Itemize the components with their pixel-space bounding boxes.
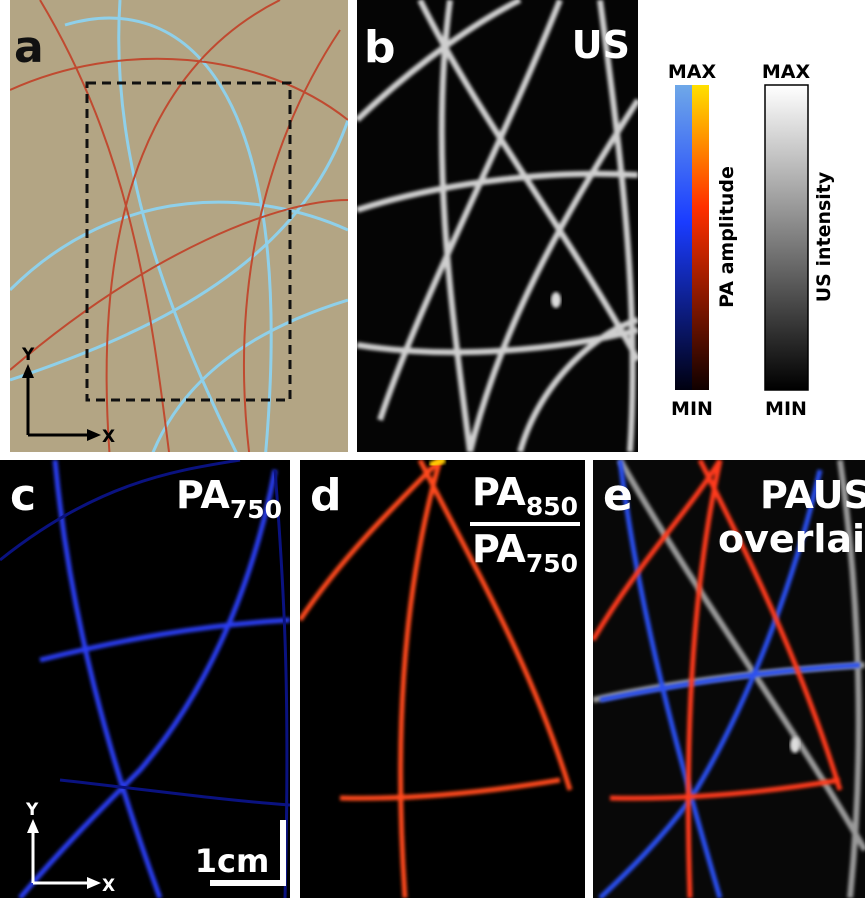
title-sub: 750	[230, 495, 282, 524]
colorbar-label: PA amplitude	[716, 166, 738, 308]
fraction-bar	[470, 522, 580, 526]
panel-label: c	[10, 470, 36, 521]
panel-title: US	[572, 23, 630, 67]
panel-label: d	[310, 470, 342, 521]
scale-bar	[210, 880, 286, 886]
axis-label: X	[102, 876, 115, 896]
scale-bar	[280, 820, 286, 886]
colorbar	[692, 85, 709, 390]
panel-b-image	[357, 0, 638, 452]
panel-label: a	[14, 22, 44, 73]
axis-label: X	[102, 427, 115, 447]
title-sub: 750	[526, 549, 578, 578]
title-main: PA	[176, 473, 230, 517]
colorbar-label: US intensity	[813, 171, 835, 302]
panel-title: PAUS	[760, 473, 865, 517]
colorbar-min: MIN	[765, 398, 807, 420]
title-sub: 850	[526, 492, 578, 521]
panel-a-image	[10, 0, 348, 460]
title-main: PA	[472, 527, 526, 571]
colorbar	[675, 85, 692, 390]
title-main: PA	[472, 470, 526, 514]
axis-label: Y	[21, 345, 35, 365]
page: {"panels": [ {"label": "a", "axes": {"y"…	[0, 0, 865, 898]
panel-label: e	[603, 470, 633, 521]
colorbar-max: MAX	[762, 61, 811, 83]
colorbar-max: MAX	[668, 61, 717, 83]
panel-title: overlaid	[718, 517, 865, 561]
scale-bar-label: 1cm	[195, 842, 270, 880]
colorbar-min: MIN	[671, 398, 713, 420]
figure: a Y X b US MAX MIN PA amplitude MAX MIN …	[0, 0, 865, 898]
panel-label: b	[364, 22, 396, 73]
panel-c-image	[0, 460, 290, 898]
colorbar	[765, 85, 808, 390]
axis-label: Y	[25, 800, 39, 820]
